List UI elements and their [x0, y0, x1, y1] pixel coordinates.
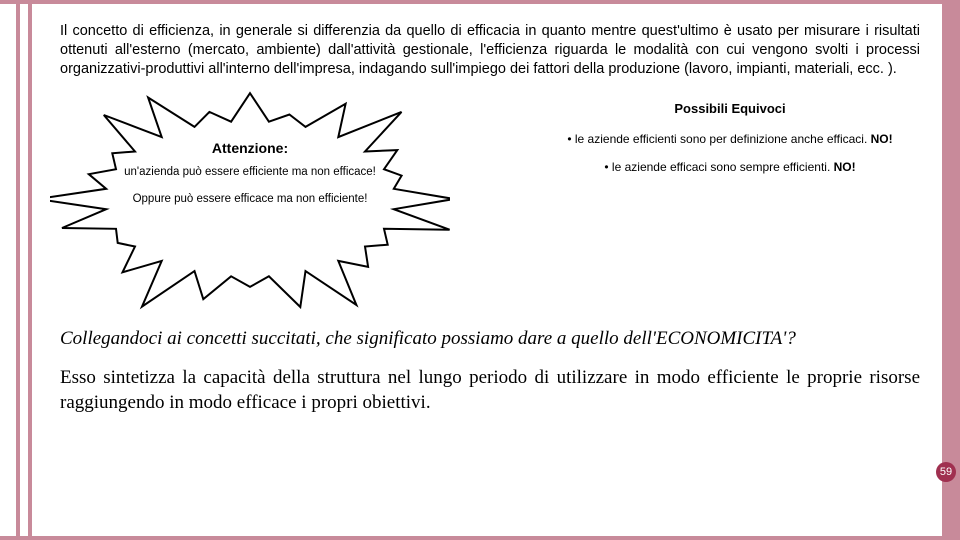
equivoci-bullet-1-text: • le aziende efficienti sono per definiz… [567, 132, 870, 146]
equivoci-bullet-2-text: • le aziende efficaci sono sempre effici… [604, 160, 833, 174]
frame-border-right [942, 0, 960, 540]
equivoci-bullet-1: • le aziende efficienti sono per definiz… [540, 130, 920, 148]
starburst-text: Attenzione: un'azienda può essere effici… [120, 139, 380, 207]
callouts-row: Attenzione: un'azienda può essere effici… [60, 89, 920, 309]
frame-border-left-outer [16, 0, 20, 540]
equivoci-bullet-2: • le aziende efficaci sono sempre effici… [540, 158, 920, 176]
frame-border-bottom [0, 536, 960, 540]
frame-border-left-inner [28, 0, 32, 540]
starburst-line1: un'azienda può essere efficiente ma non … [120, 165, 380, 180]
question-paragraph: Collegandoci ai concetti succitati, che … [60, 327, 920, 351]
answer-paragraph: Esso sintetizza la capacità della strutt… [60, 366, 920, 415]
equivoci-bullet-2-no: NO! [834, 160, 856, 174]
equivoci-title: Possibili Equivoci [540, 99, 920, 119]
starburst-title: Attenzione: [120, 139, 380, 157]
equivoci-block: Possibili Equivoci • le aziende efficien… [540, 99, 920, 187]
intro-paragraph: Il concetto di efficienza, in generale s… [60, 22, 920, 79]
slide-content: Il concetto di efficienza, in generale s… [60, 22, 920, 416]
starburst-line2: Oppure può essere efficace ma non effici… [120, 192, 380, 207]
frame-border-top [0, 0, 960, 4]
equivoci-bullet-1-no: NO! [871, 132, 893, 146]
attention-starburst: Attenzione: un'azienda può essere effici… [50, 84, 450, 314]
page-number-badge: 59 [936, 462, 956, 482]
